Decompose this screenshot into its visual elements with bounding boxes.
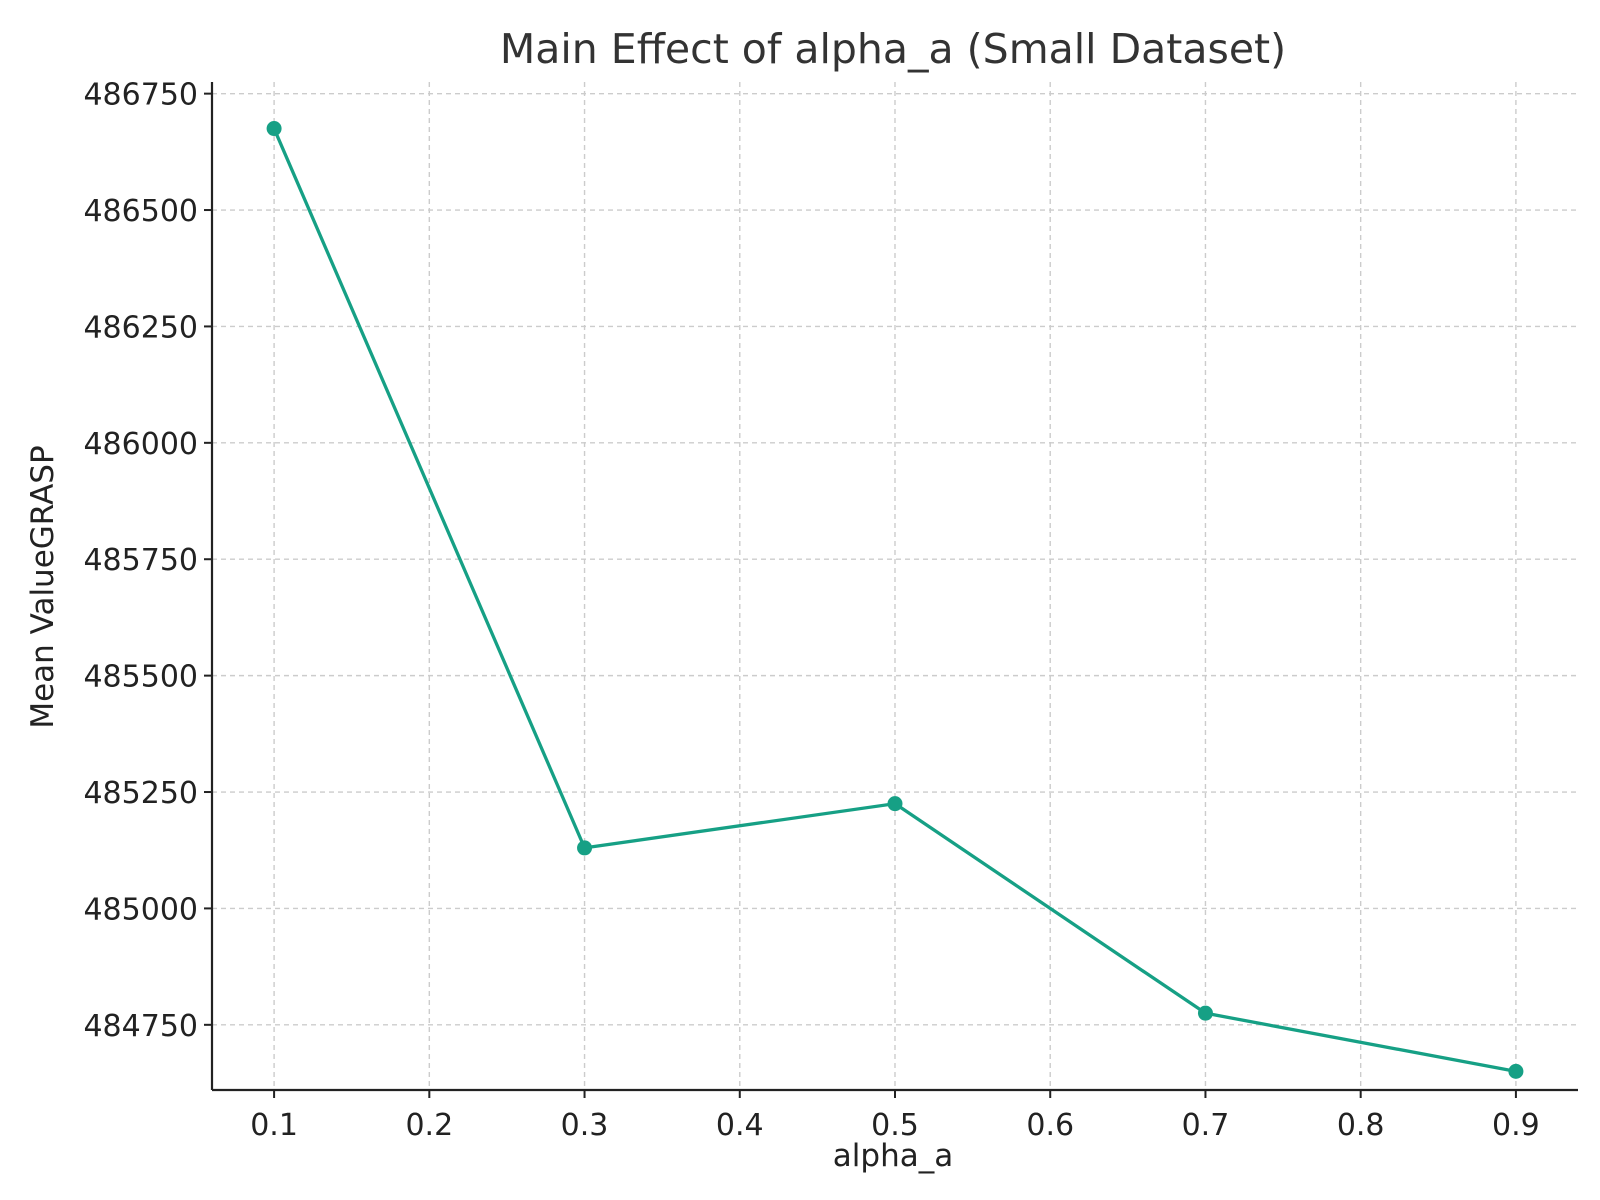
data-point [577,840,593,856]
y-tick-label: 485500 [83,660,198,695]
y-tick-label: 485750 [83,543,198,578]
chart-title: Main Effect of alpha_a (Small Dataset) [500,25,1286,73]
x-axis-label: alpha_a [833,1138,953,1174]
x-tick-label: 0.9 [1492,1108,1540,1143]
y-tick-label: 485000 [83,892,198,927]
x-tick-label: 0.6 [1026,1108,1074,1143]
x-tick-label: 0.7 [1182,1108,1230,1143]
x-tick-label: 0.3 [561,1108,609,1143]
series [266,121,1524,1079]
x-tick-label: 0.5 [871,1108,919,1143]
y-axis-label: Mean ValueGRASP [25,445,61,728]
x-tick-label: 0.2 [405,1108,453,1143]
y-tick-label: 486750 [83,78,198,113]
x-tick-label: 0.1 [250,1108,298,1143]
y-tick-label: 486000 [83,427,198,462]
x-tick-label: 0.8 [1337,1108,1385,1143]
data-point [266,121,282,137]
y-tick-label: 486250 [83,310,198,345]
data-point [1197,1005,1213,1021]
data-point [1508,1063,1524,1079]
grid [212,82,1578,1090]
x-axis-ticks: 0.1 0.2 0.3 0.4 0.5 0.6 0.7 0.8 0.9 [250,1090,1540,1143]
y-tick-label: 484750 [83,1009,198,1044]
y-axis-ticks: 484750 485000 485250 485500 485750 486000 4862… [83,78,212,1044]
x-tick-label: 0.4 [716,1108,764,1143]
y-tick-label: 486500 [83,194,198,229]
y-tick-label: 485250 [83,776,198,811]
data-point [887,796,903,812]
